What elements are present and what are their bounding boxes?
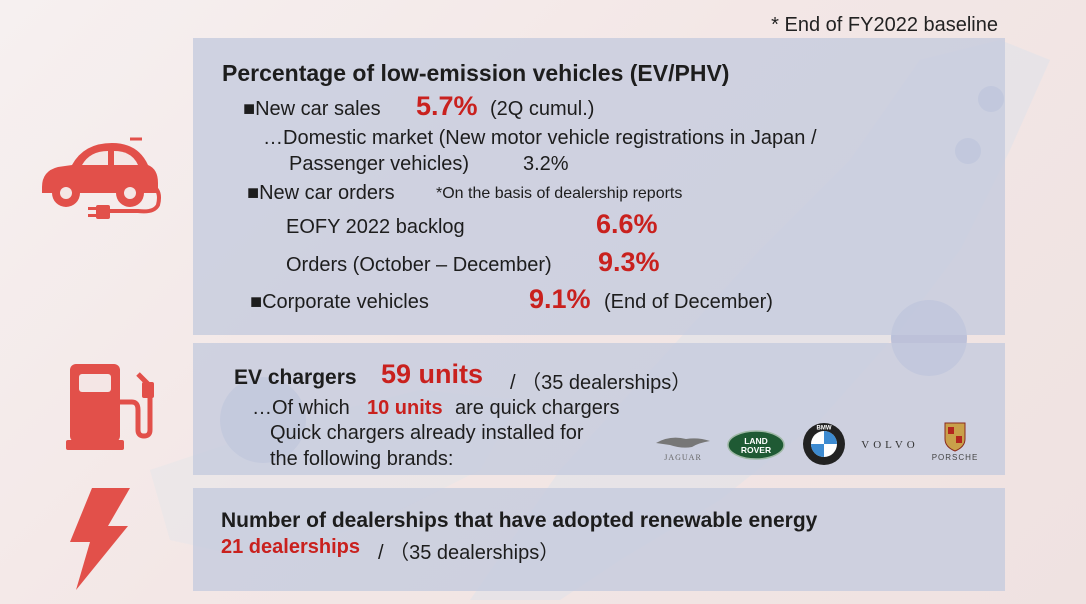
corporate-label: ■Corporate vehicles [250,291,429,313]
ev-chargers-value: 59 units [381,359,484,389]
renewable-suffix: / （35 dealerships） [378,542,560,564]
new-car-orders-note: *On the basis of dealership reports [436,185,683,202]
volvo-logo: VOLVO [861,439,919,451]
quick-charger-suffix: are quick chargers [455,397,620,419]
svg-text:VOLVO: VOLVO [861,439,919,451]
bmw-logo: BMW [803,423,845,465]
quick-charger-count: 10 units [367,397,443,419]
brands-line-2: the following brands: [270,448,454,470]
ev-chargers-title: EV chargers [234,366,357,389]
fuel-pump-icon [66,364,154,450]
renewable-title: Number of dealerships that have adopted … [221,509,818,532]
new-car-sales-suffix: (2Q cumul.) [490,98,595,120]
low-emission-panel: Percentage of low-emission vehicles (EV/… [193,38,1005,335]
renewable-value: 21 dealerships [221,536,360,558]
ev-chargers-suffix: / （35 dealerships） [510,372,692,394]
svg-text:BMW: BMW [817,426,832,432]
new-car-sales-label: ■New car sales [243,98,381,120]
domestic-value: 3.2% [523,153,569,175]
brands-line-1: Quick chargers already installed for [270,422,584,444]
corporate-value: 9.1% [529,284,591,314]
domestic-line-1: …Domestic market (New motor vehicle regi… [263,127,817,149]
baseline-note: * End of FY2022 baseline [771,14,998,36]
domestic-line-2: Passenger vehicles) [289,153,470,175]
ev-chargers-panel: EV chargers 59 units / （35 dealerships） … [193,343,1005,475]
svg-text:LAND: LAND [744,436,768,446]
backlog-label: EOFY 2022 backlog [286,216,465,238]
svg-text:JAGUAR: JAGUAR [664,453,702,462]
lightning-bolt-icon [70,488,130,590]
corporate-suffix: (End of December) [604,291,773,313]
porsche-logo: PORSCHE [932,422,979,462]
jaguar-logo: JAGUAR [656,437,710,462]
orders-value: 9.3% [598,247,660,277]
svg-text:ROVER: ROVER [741,445,771,455]
quick-charger-prefix: …Of which [252,397,350,419]
low-emission-title: Percentage of low-emission vehicles (EV/… [222,60,730,86]
new-car-orders-label: ■New car orders [247,182,395,204]
orders-label: Orders (October – December) [286,254,552,276]
land-rover-logo: LAND ROVER [727,430,785,460]
backlog-value: 6.6% [596,209,658,239]
svg-text:PORSCHE: PORSCHE [932,453,979,462]
new-car-sales-value: 5.7% [416,91,478,121]
ev-car-icon [42,137,161,219]
renewable-energy-panel: Number of dealerships that have adopted … [193,488,1005,591]
